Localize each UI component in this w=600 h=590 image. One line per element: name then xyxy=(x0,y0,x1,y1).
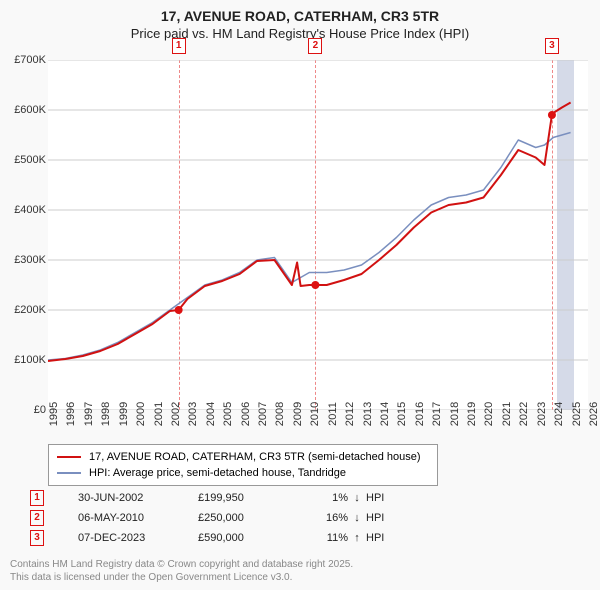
sale-date: 06-MAY-2010 xyxy=(78,512,198,524)
sale-row: 2 06-MAY-2010£250,00016%↓HPI xyxy=(30,508,396,528)
sale-pct: 11% xyxy=(308,532,348,544)
legend-label: HPI: Average price, semi-detached house,… xyxy=(89,467,346,479)
sale-pct: 16% xyxy=(308,512,348,524)
sale-tag: HPI xyxy=(366,492,396,504)
legend-item: 17, AVENUE ROAD, CATERHAM, CR3 5TR (semi… xyxy=(57,449,429,465)
chart-container: 17, AVENUE ROAD, CATERHAM, CR3 5TR Price… xyxy=(0,0,600,590)
y-axis-tick: £300K xyxy=(2,254,46,266)
title-sub: Price paid vs. HM Land Registry's House … xyxy=(10,26,590,41)
sale-arrow-icon: ↓ xyxy=(348,512,366,524)
sale-marker: 1 xyxy=(30,490,44,506)
attribution: Contains HM Land Registry data © Crown c… xyxy=(10,558,590,584)
sale-price: £250,000 xyxy=(198,512,308,524)
sale-marker: 2 xyxy=(30,510,44,526)
sale-marker: 3 xyxy=(30,530,44,546)
y-axis-tick: £500K xyxy=(2,154,46,166)
y-axis-tick: £400K xyxy=(2,204,46,216)
sales-table: 130-JUN-2002£199,9501%↓HPI206-MAY-2010£2… xyxy=(30,488,396,548)
x-axis-tick: 2026 xyxy=(588,402,600,426)
sale-tag: HPI xyxy=(366,512,396,524)
y-axis-tick: £600K xyxy=(2,104,46,116)
attribution-line: This data is licensed under the Open Gov… xyxy=(10,571,590,584)
legend-swatch xyxy=(57,456,81,458)
sale-arrow-icon: ↓ xyxy=(348,492,366,504)
sale-marker-box: 1 xyxy=(172,38,186,54)
attribution-line: Contains HM Land Registry data © Crown c… xyxy=(10,558,590,571)
sale-pct: 1% xyxy=(308,492,348,504)
sale-marker-box: 3 xyxy=(545,38,559,54)
chart-svg xyxy=(48,60,588,410)
sale-date: 07-DEC-2023 xyxy=(78,532,198,544)
sale-arrow-icon: ↑ xyxy=(348,532,366,544)
y-axis-tick: £200K xyxy=(2,304,46,316)
y-axis-tick: £700K xyxy=(2,54,46,66)
legend: 17, AVENUE ROAD, CATERHAM, CR3 5TR (semi… xyxy=(48,444,438,486)
title-block: 17, AVENUE ROAD, CATERHAM, CR3 5TR Price… xyxy=(0,0,600,45)
sale-price: £199,950 xyxy=(198,492,308,504)
chart-plot-area: £0£100K£200K£300K£400K£500K£600K£700K199… xyxy=(48,60,588,410)
sale-row: 1 30-JUN-2002£199,9501%↓HPI xyxy=(30,488,396,508)
legend-label: 17, AVENUE ROAD, CATERHAM, CR3 5TR (semi… xyxy=(89,451,421,463)
title-main: 17, AVENUE ROAD, CATERHAM, CR3 5TR xyxy=(10,8,590,24)
legend-item: HPI: Average price, semi-detached house,… xyxy=(57,465,429,481)
sale-tag: HPI xyxy=(366,532,396,544)
sale-marker-box: 2 xyxy=(308,38,322,54)
sale-date: 30-JUN-2002 xyxy=(78,492,198,504)
sale-row: 3 07-DEC-2023£590,00011%↑HPI xyxy=(30,528,396,548)
legend-swatch xyxy=(57,472,81,474)
y-axis-tick: £0 xyxy=(2,404,46,416)
y-axis-tick: £100K xyxy=(2,354,46,366)
sale-price: £590,000 xyxy=(198,532,308,544)
